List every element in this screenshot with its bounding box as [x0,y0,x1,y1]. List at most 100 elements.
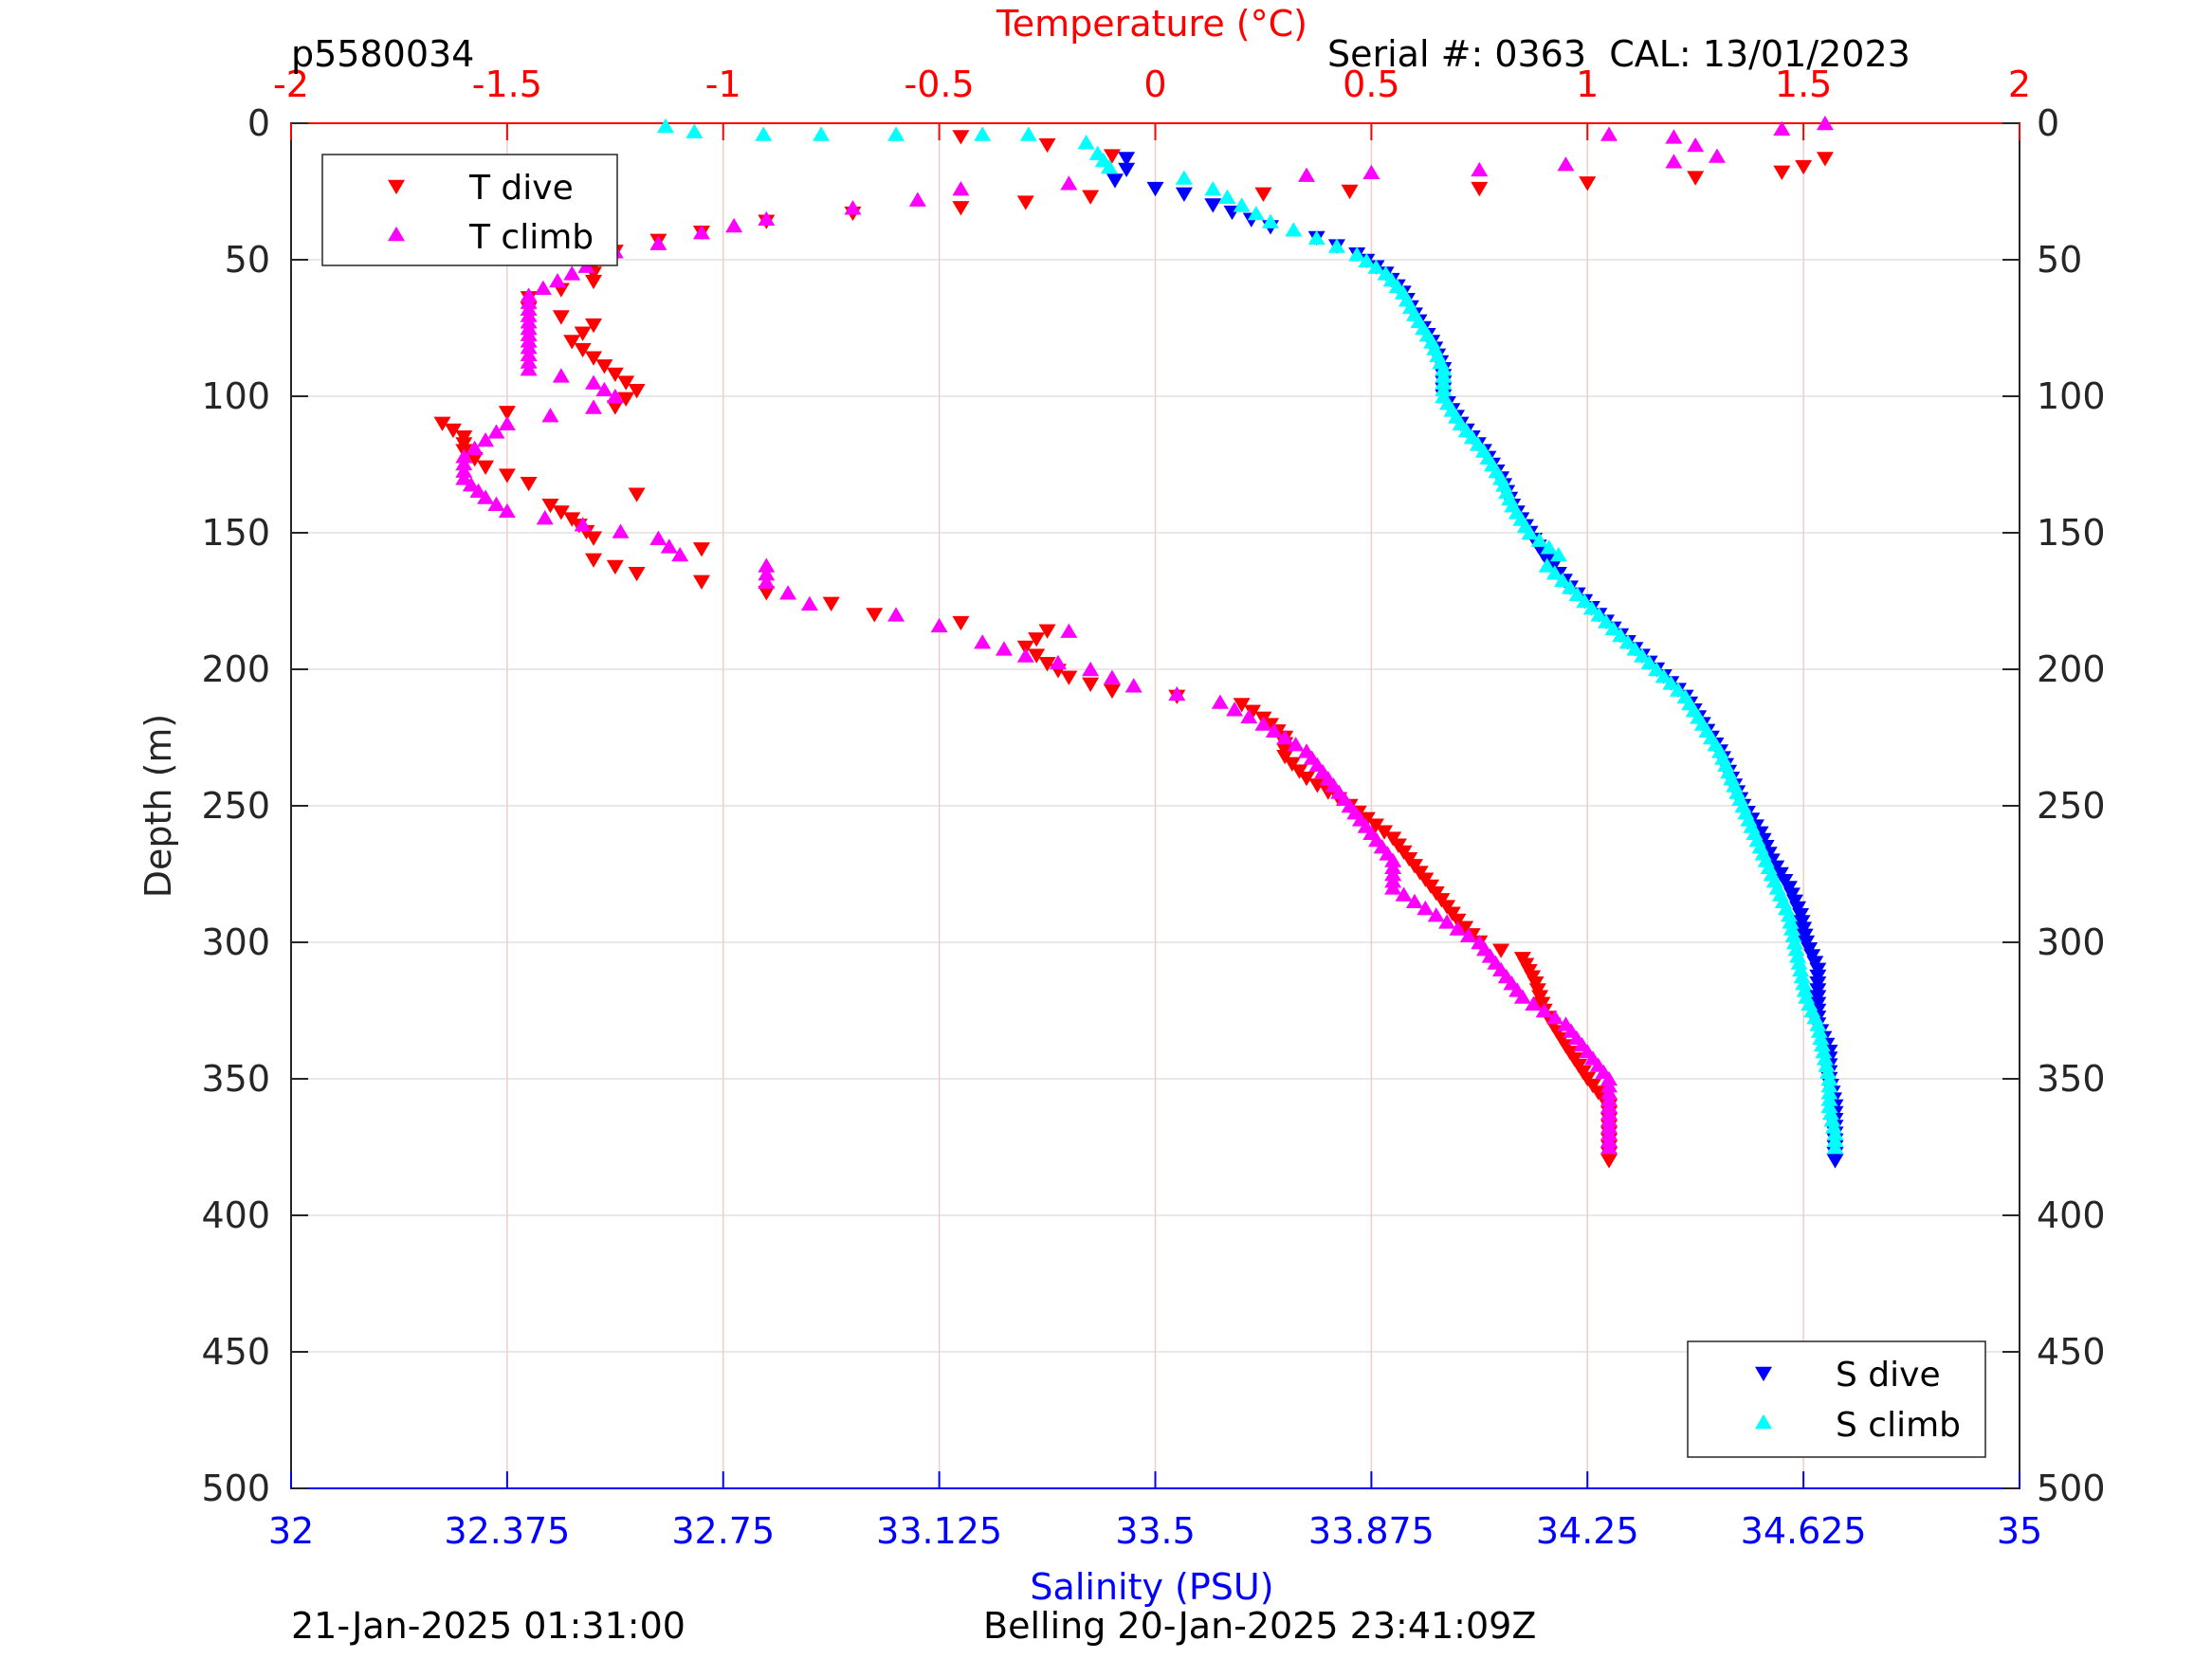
data-point [606,367,624,383]
data-point [1784,927,1802,942]
data-point [1211,694,1229,709]
data-point [1792,961,1810,976]
data-point [1810,1023,1828,1038]
temperature-tick-label: -1 [705,64,741,105]
depth-tick-label-right: 100 [2037,375,2106,417]
data-point [1535,1002,1553,1018]
data-point [563,265,581,281]
data-point [692,574,710,590]
data-point [455,463,473,478]
data-point [1226,702,1244,717]
data-point [455,470,473,485]
data-point [628,384,646,399]
data-point [1082,190,1100,205]
data-point [1405,893,1423,908]
data-point [1815,1044,1833,1059]
data-point [758,557,776,573]
temperature-tick-label: -0.5 [905,64,975,105]
data-point [1106,173,1124,189]
data-point [1538,557,1556,573]
legend-marker-s-dive [1755,1366,1772,1382]
data-point [952,615,970,631]
data-point [1103,684,1121,700]
data-point [1283,757,1301,772]
data-point [552,368,570,383]
depth-tick-label-left: 150 [201,512,270,554]
data-point [1782,914,1800,929]
temperature-tick-label: -1.5 [472,64,542,105]
data-point [671,546,689,562]
data-point [433,416,451,431]
data-point [1665,154,1683,169]
data-point [1247,205,1265,221]
data-point [813,126,831,141]
depth-tick-label-left: 500 [201,1468,270,1509]
data-point [1687,137,1705,153]
data-point [1471,181,1489,197]
data-point [1821,1104,1839,1121]
data-point [1787,941,1805,957]
depth-tick-label-right: 150 [2037,512,2106,554]
data-point [1471,161,1489,177]
data-point [1417,900,1435,916]
data-point [1028,648,1046,664]
data-point [1816,115,1834,131]
data-point [1816,1050,1834,1066]
depth-tick-label-right: 250 [2037,785,2106,827]
data-point [1254,187,1272,202]
data-point [1427,907,1445,922]
data-point [1298,167,1316,182]
data-point [1568,586,1586,601]
data-point [595,381,613,396]
data-point [758,586,776,601]
data-point [1449,913,1467,929]
data-point [466,440,484,455]
data-point [1618,634,1636,649]
data-point [585,318,603,334]
data-point [1175,187,1193,202]
data-point [930,617,948,633]
data-point [1019,126,1037,141]
depth-tick-label-right: 350 [2037,1058,2106,1100]
data-point [1654,668,1673,684]
data-point [1276,729,1294,745]
data-point [617,375,635,391]
temperature-tick-label: 2 [2008,64,2031,105]
data-point [520,361,538,376]
series-t-dive [433,130,1834,1169]
data-point [686,123,704,138]
salinity-tick-label: 34.625 [1741,1510,1867,1552]
data-point [1582,600,1600,615]
data-point [1077,135,1095,150]
data-point [844,200,862,215]
data-point [1367,259,1385,274]
data-point [498,468,516,483]
data-point [617,392,635,407]
data-point [1492,943,1510,958]
data-point [1016,647,1034,663]
data-point [1262,213,1280,228]
series-t-climb [455,115,1834,1155]
data-point [1118,152,1136,167]
data-point [1358,252,1376,268]
data-point [1287,737,1305,752]
data-point [1060,670,1078,685]
data-point [1612,627,1630,643]
data-point [606,388,624,404]
data-point [1049,654,1067,669]
data-point [1793,968,1811,984]
data-point [1038,657,1056,672]
data-point [1459,927,1477,942]
data-point [1376,825,1394,840]
data-point [1060,623,1078,638]
legend-salinity: S dive S climb [1687,1340,1986,1458]
data-point [585,374,603,390]
depth-tick-label-left: 200 [201,648,270,690]
data-point [1366,818,1384,833]
data-point [755,126,773,141]
data-point [477,460,495,475]
data-point [1521,524,1539,540]
depth-tick-label-right: 200 [2037,648,2106,690]
depth-tick-label-left: 250 [201,785,270,827]
footer-timestamp: 21-Jan-2025 01:31:00 [291,1605,686,1647]
